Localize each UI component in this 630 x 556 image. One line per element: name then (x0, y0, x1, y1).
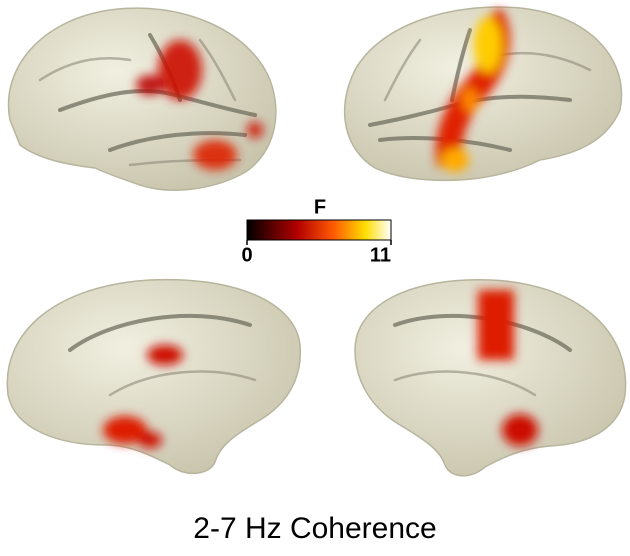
brain-right-medial (354, 279, 627, 477)
brain-left-lateral (7, 7, 277, 191)
caption: 2-7 Hz Coherence (193, 512, 436, 545)
brain-left-medial (6, 278, 302, 474)
colorbar-gradient (246, 219, 392, 241)
colorbar-tick-label: 11 (370, 244, 391, 266)
brain-right-lateral (343, 6, 623, 182)
colorbar-label: F (314, 196, 326, 218)
colorbar-tick-label: 0 (241, 244, 252, 266)
colorbar: F (246, 196, 392, 241)
